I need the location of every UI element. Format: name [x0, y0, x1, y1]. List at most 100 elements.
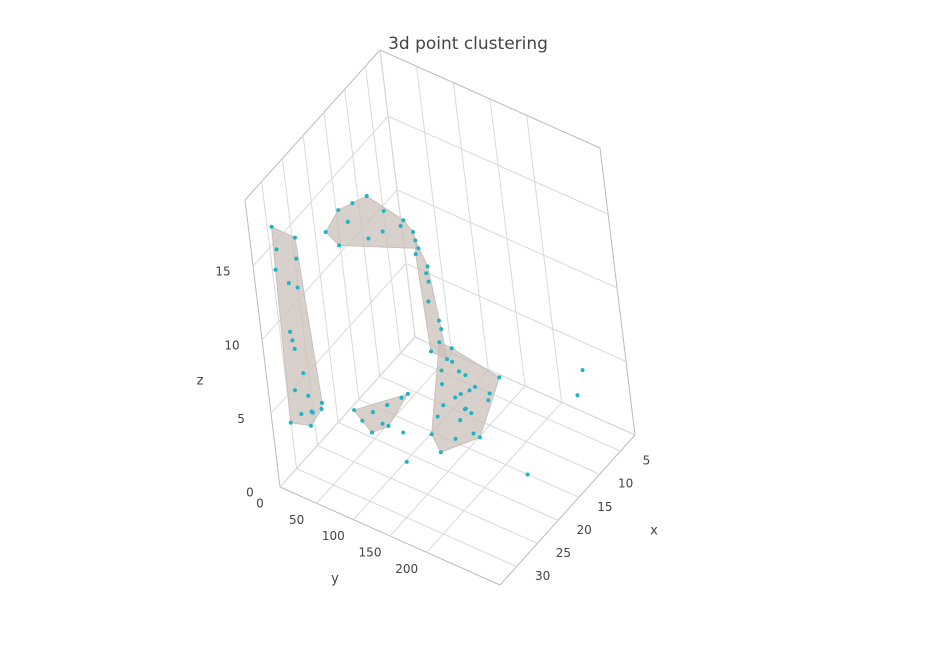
grid-line — [316, 352, 453, 504]
grid-line — [452, 82, 489, 370]
cluster-mesh — [431, 341, 500, 453]
point — [445, 357, 450, 362]
point — [366, 236, 371, 241]
grid-line — [405, 262, 627, 362]
meshes — [270, 195, 500, 453]
point — [429, 432, 434, 437]
point — [288, 329, 293, 334]
point — [323, 229, 328, 234]
point — [319, 407, 324, 412]
x-tick-label: 10 — [618, 477, 633, 491]
point — [269, 224, 274, 229]
point — [404, 459, 409, 464]
point — [441, 403, 446, 408]
point — [429, 349, 434, 354]
point — [286, 281, 291, 286]
point — [439, 368, 444, 373]
point — [456, 369, 461, 374]
point — [364, 194, 369, 199]
point — [439, 382, 444, 387]
point — [477, 435, 482, 440]
point — [439, 327, 444, 332]
point — [299, 411, 304, 416]
point — [350, 201, 355, 206]
point — [336, 208, 341, 213]
point — [438, 450, 443, 455]
box-edge — [499, 434, 636, 586]
grid-line — [396, 189, 618, 289]
chart-title: 3d point clustering — [388, 34, 548, 54]
y-tick-label: 200 — [395, 562, 418, 576]
point — [292, 388, 297, 393]
point — [337, 243, 342, 248]
z-tick-label: 5 — [237, 412, 245, 426]
point — [575, 393, 580, 398]
labels: 5 10 15 20 25 30 0 50 100 150 200 0 5 10 15 x y z — [197, 265, 659, 587]
point — [525, 472, 530, 477]
point — [369, 430, 374, 435]
y-tick-label: 0 — [256, 497, 264, 511]
point — [458, 391, 463, 396]
point — [469, 411, 474, 416]
point — [463, 406, 468, 411]
point — [381, 209, 386, 214]
x-tick-label: 5 — [643, 454, 651, 468]
point — [274, 247, 279, 252]
point — [295, 285, 300, 290]
grid-line — [389, 385, 526, 537]
grid-line — [387, 115, 609, 215]
x-tick-label: 15 — [597, 500, 612, 514]
point — [413, 252, 418, 257]
point — [370, 410, 375, 415]
point — [306, 393, 311, 398]
cluster-mesh — [353, 392, 409, 434]
point — [401, 430, 406, 435]
x-tick-label: 20 — [577, 523, 592, 537]
grid-line — [323, 112, 360, 400]
point — [294, 256, 299, 261]
point — [450, 359, 455, 364]
y-tick-label: 100 — [322, 529, 345, 543]
cluster-mesh — [414, 240, 448, 360]
point — [463, 373, 468, 378]
grid-line — [302, 135, 339, 423]
point — [425, 264, 430, 269]
z-tick-label: 15 — [215, 265, 230, 279]
point — [360, 418, 365, 423]
grid-line — [279, 336, 416, 488]
point — [292, 346, 297, 351]
point — [426, 299, 431, 304]
box-edge — [599, 147, 636, 436]
grid-line — [526, 115, 563, 403]
x-axis-title: x — [650, 524, 658, 539]
point — [437, 340, 442, 345]
cluster-mesh — [325, 195, 420, 249]
point — [352, 408, 357, 413]
point — [288, 420, 293, 425]
point — [386, 423, 391, 428]
point — [458, 418, 463, 423]
z-tick-label: 10 — [224, 338, 239, 352]
point — [426, 279, 431, 284]
point — [436, 318, 441, 323]
point — [487, 391, 492, 396]
point — [385, 402, 390, 407]
point — [471, 431, 476, 436]
point — [345, 219, 350, 224]
cluster-mesh — [270, 225, 323, 427]
point — [453, 395, 458, 400]
point — [401, 218, 406, 223]
point — [405, 391, 410, 396]
point — [467, 388, 472, 393]
point — [380, 229, 385, 234]
grid-line — [426, 401, 563, 553]
point — [424, 271, 429, 276]
point — [399, 395, 404, 400]
point — [497, 375, 502, 380]
point — [435, 414, 440, 419]
point — [398, 224, 403, 229]
grid-line — [379, 49, 416, 338]
point — [308, 423, 313, 428]
z-axis-title: z — [197, 374, 204, 389]
